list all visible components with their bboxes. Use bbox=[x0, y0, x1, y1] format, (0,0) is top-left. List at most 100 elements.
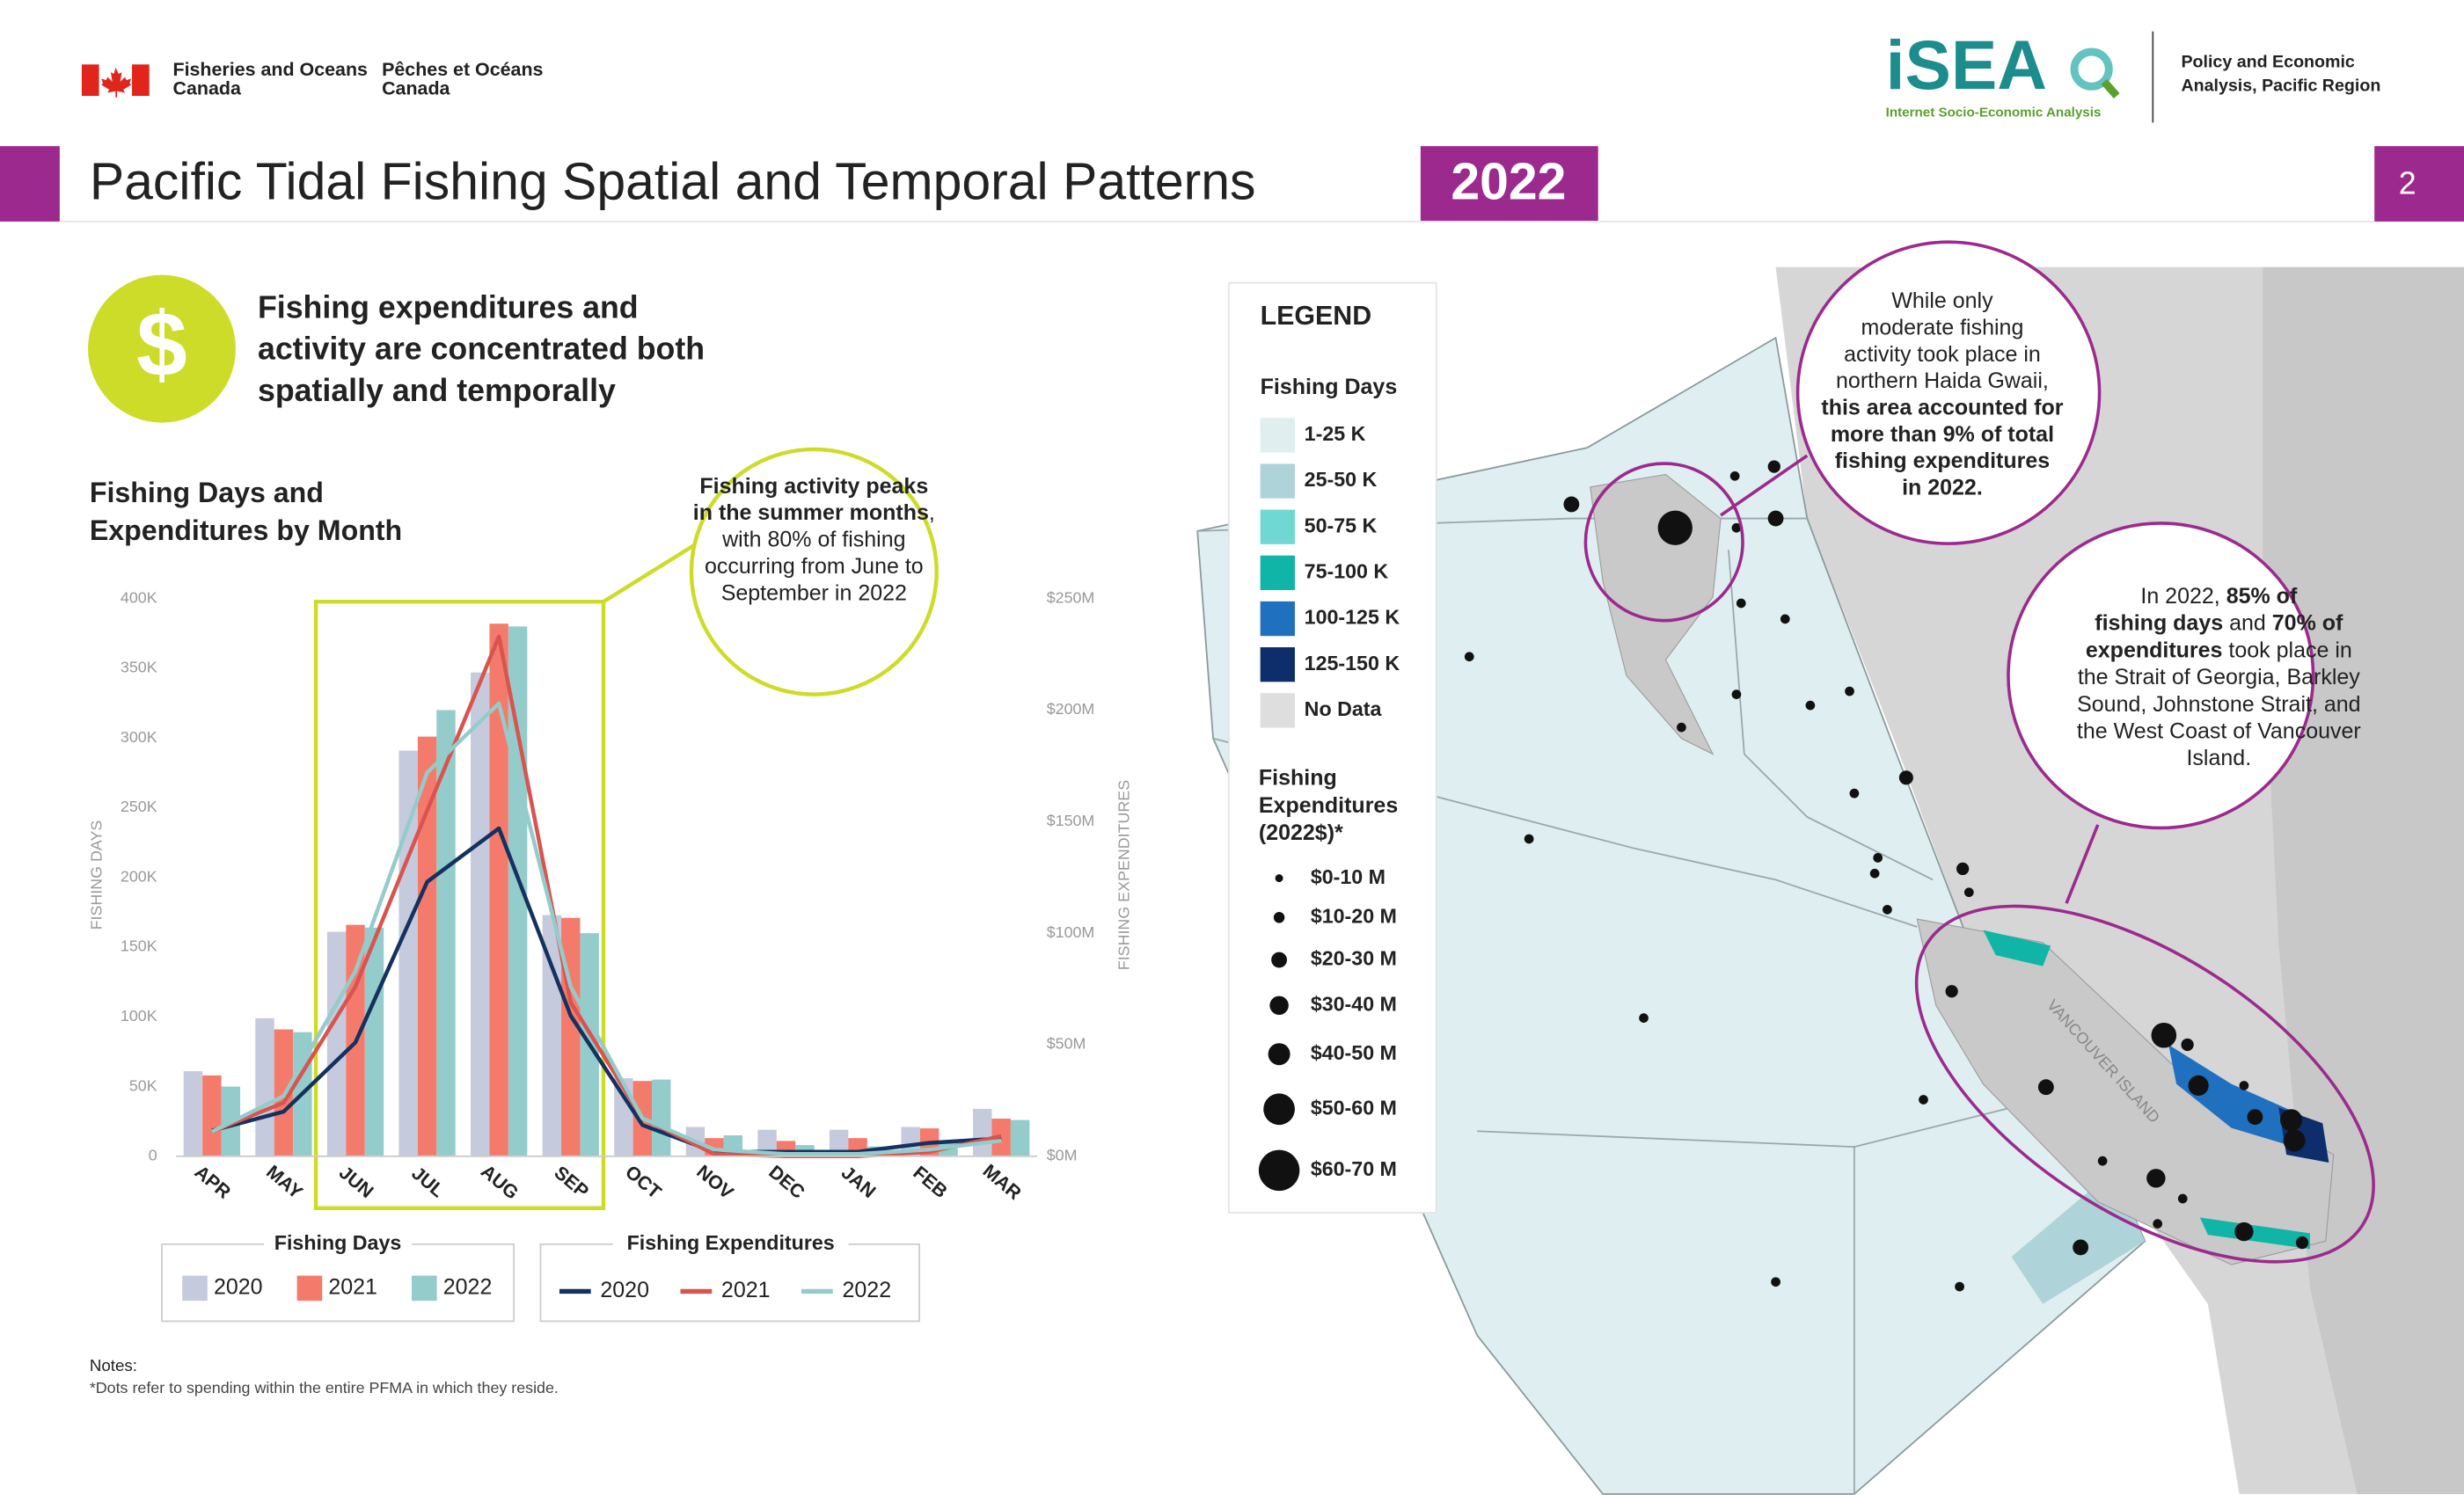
map-legend-dot bbox=[1268, 1043, 1290, 1066]
map-callout-part: 70% of bbox=[2272, 610, 2343, 635]
y-axis-label: FISHING DAYS bbox=[87, 820, 105, 930]
notes-text: *Dots refer to spending within the entir… bbox=[90, 1379, 559, 1397]
map-legend-title: LEGEND bbox=[1261, 302, 1372, 331]
map-legend-label: $50-60 M bbox=[1311, 1096, 1397, 1119]
map-callout: fishing days and 70% of bbox=[2095, 610, 2343, 635]
chart-callout: Fishing activity peaks bbox=[699, 473, 928, 498]
page-tab bbox=[2374, 146, 2464, 222]
legend-title: Fishing Expenditures bbox=[627, 1231, 835, 1254]
logo-subtitle: Internet Socio-Economic Analysis bbox=[1886, 106, 2102, 120]
x-tick-label: OCT bbox=[621, 1161, 665, 1202]
map-callout-part: the Strait of Georgia, Barkley bbox=[2078, 665, 2360, 689]
map-callout-part: the West Coast of Vancouver bbox=[2077, 718, 2361, 743]
map-callout-part: Sound, Johnstone Strait, and bbox=[2077, 691, 2360, 716]
y-tick-label: 300K bbox=[121, 728, 157, 746]
map-legend-label: 125-150 K bbox=[1305, 652, 1400, 675]
map-callout-part: In 2022, bbox=[2140, 583, 2226, 608]
org-name-en: Canada bbox=[172, 78, 241, 99]
map-dot bbox=[2153, 1219, 2163, 1229]
map-legend-label: $40-50 M bbox=[1311, 1041, 1397, 1064]
map-callout-part: and bbox=[2223, 610, 2272, 635]
map-legend-dot bbox=[1269, 995, 1289, 1016]
legend-box bbox=[161, 1243, 515, 1323]
y-tick-label: 350K bbox=[121, 659, 157, 676]
map-dot bbox=[1919, 1095, 1928, 1105]
key-icon-symbol: $ bbox=[136, 294, 187, 396]
org-name-fr: Pêches et Océans bbox=[382, 59, 543, 80]
map-legend-heading: Fishing bbox=[1259, 766, 1337, 791]
map-callout-part: activity took place in bbox=[1844, 341, 2041, 366]
map-dot bbox=[1805, 700, 1816, 711]
map-dot bbox=[1869, 868, 1880, 879]
y-tick-label: 50K bbox=[129, 1076, 157, 1094]
area-75-100k bbox=[1983, 930, 2051, 966]
map-callout: the West Coast of Vancouver bbox=[2077, 718, 2361, 743]
map-dot bbox=[2146, 1169, 2166, 1188]
map-dot bbox=[1771, 1277, 1780, 1287]
key-icon bbox=[88, 274, 236, 423]
map-dot bbox=[1729, 470, 1740, 481]
map-dot bbox=[2181, 1038, 2194, 1052]
map-dot bbox=[2097, 1156, 2108, 1166]
logo-magnifier bbox=[2070, 47, 2113, 91]
map-dot bbox=[2073, 1239, 2089, 1256]
y2-axis-label: FISHING EXPENDITURES bbox=[1115, 780, 1133, 970]
legend-label: 2022 bbox=[842, 1278, 891, 1302]
x-tick-label: NOV bbox=[692, 1161, 738, 1204]
y2-tick-label: $0M bbox=[1047, 1147, 1078, 1164]
map-callout: moderate fishing bbox=[1861, 315, 2024, 339]
map-legend-label: $60-70 M bbox=[1311, 1157, 1397, 1180]
bar bbox=[326, 931, 347, 1156]
map-callout-part: fishing expenditures bbox=[1835, 448, 2050, 473]
y-tick-label: 400K bbox=[121, 588, 157, 606]
bar bbox=[973, 1108, 992, 1156]
map-legend-label: 100-125 K bbox=[1305, 606, 1400, 629]
maple-leaf bbox=[101, 67, 132, 98]
chart-callout: occurring from June to bbox=[705, 554, 924, 579]
callout-circle bbox=[2007, 521, 2315, 830]
page-title: Pacific Tidal Fishing Spatial and Tempor… bbox=[90, 153, 1256, 210]
title-tab bbox=[0, 146, 60, 222]
map-callout-part: more than 9% of total bbox=[1831, 421, 2054, 446]
map-dot bbox=[1956, 862, 1970, 876]
map-dot bbox=[1524, 834, 1534, 844]
bar bbox=[489, 624, 508, 1156]
map-legend-swatch bbox=[1260, 463, 1295, 499]
map-legend-label: 1-25 K bbox=[1305, 422, 1366, 445]
map-dot bbox=[1883, 904, 1892, 915]
map-callout: In 2022, 85% of bbox=[2140, 583, 2298, 608]
map-dot bbox=[1845, 686, 1854, 696]
year-badge-text: 2022 bbox=[1451, 153, 1566, 210]
chart-callout-part: September in 2022 bbox=[721, 580, 907, 605]
x-tick-label: FEB bbox=[909, 1162, 951, 1202]
x-tick-label: SEP bbox=[550, 1162, 592, 1202]
bar bbox=[417, 736, 437, 1156]
map-dot bbox=[1731, 522, 1742, 533]
map-callout-part: 85% of bbox=[2226, 583, 2298, 608]
y2-tick-label: $200M bbox=[1047, 700, 1095, 718]
bar bbox=[202, 1075, 222, 1156]
map-legend-swatch bbox=[1260, 555, 1295, 591]
legend-swatch bbox=[412, 1275, 437, 1302]
map-dot bbox=[1963, 887, 1974, 898]
y-tick-label: 200K bbox=[121, 867, 157, 885]
map-dot bbox=[1731, 689, 1742, 699]
map-dot bbox=[2247, 1109, 2263, 1126]
flag-bar bbox=[132, 64, 150, 97]
map-legend-label: $30-40 M bbox=[1311, 992, 1397, 1015]
legend-swatch bbox=[182, 1275, 208, 1302]
y-tick-label: 250K bbox=[121, 798, 157, 815]
map-dot bbox=[2283, 1129, 2306, 1152]
notes-title: Notes: bbox=[90, 1356, 137, 1375]
x-tick-label: JUL bbox=[407, 1163, 448, 1201]
map-callout-part: this area accounted for bbox=[1821, 395, 2063, 419]
map-callout-part: While only bbox=[1891, 288, 1993, 313]
unit-name: Analysis, Pacific Region bbox=[2181, 76, 2380, 95]
callout-circle bbox=[1795, 240, 2102, 545]
map-callout: While only bbox=[1891, 288, 1993, 313]
map-callout-part: moderate fishing bbox=[1861, 315, 2024, 339]
callout-circle bbox=[689, 447, 939, 696]
map-dot bbox=[1736, 598, 1746, 609]
